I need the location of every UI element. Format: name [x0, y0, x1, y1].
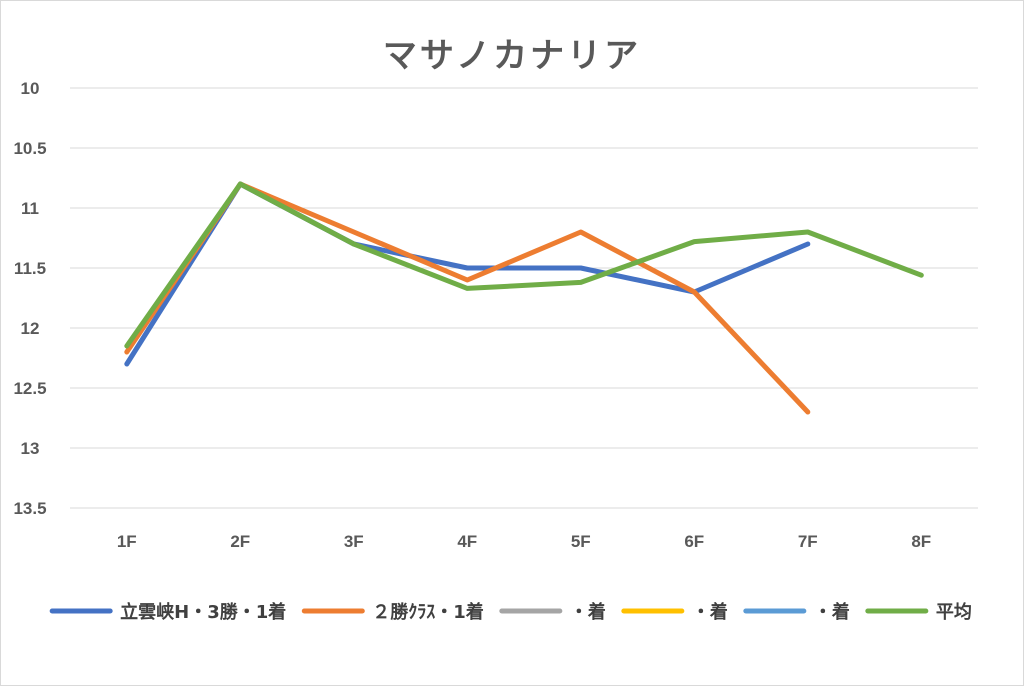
x-tick-label: 3F	[344, 532, 364, 551]
x-tick-label: 4F	[457, 532, 477, 551]
legend-label: ・着	[814, 601, 850, 623]
legend-item: ・着	[499, 601, 606, 623]
legend-item: ・着	[743, 601, 850, 623]
legend-label: ２勝ｸﾗｽ・1着	[372, 601, 484, 623]
series-lines	[124, 181, 924, 415]
y-tick-label: 10.5	[13, 139, 46, 158]
y-tick-label: 12	[21, 319, 40, 338]
x-tick-label: 1F	[117, 532, 137, 551]
y-tick-label: 12.5	[13, 379, 46, 398]
legend-label: 平均	[936, 601, 972, 623]
y-tick-label: 11	[21, 199, 39, 218]
legend-label: ・着	[692, 601, 728, 623]
gridlines	[70, 87, 978, 509]
x-tick-label: 7F	[798, 532, 818, 551]
series-line	[124, 181, 924, 349]
legend-label: ・着	[570, 601, 606, 623]
series-line	[124, 181, 811, 367]
y-axis-ticks: 10 10.5 11 11.5 12 12.5 13 13.5	[13, 79, 46, 518]
legend: 立雲峡H・3勝・1着 ２勝ｸﾗｽ・1着 ・着 ・着 ・着 平均	[49, 601, 972, 623]
legend-item: 立雲峡H・3勝・1着	[49, 601, 286, 623]
x-tick-label: 6F	[684, 532, 704, 551]
y-tick-label: 11.5	[14, 259, 46, 278]
legend-item: ・着	[621, 601, 728, 623]
x-tick-label: 8F	[911, 532, 931, 551]
y-tick-label: 13.5	[13, 499, 46, 518]
legend-item: ２勝ｸﾗｽ・1着	[301, 601, 484, 623]
x-axis-ticks: 1F 2F 3F 4F 5F 6F 7F 8F	[117, 532, 931, 551]
y-tick-label: 10	[21, 79, 40, 98]
legend-item: 平均	[865, 601, 972, 623]
series-line	[124, 181, 811, 415]
chart-title: マサノカナリア	[383, 36, 641, 76]
x-tick-label: 2F	[230, 532, 250, 551]
y-tick-label: 13	[21, 439, 40, 458]
x-tick-label: 5F	[571, 532, 591, 551]
legend-label: 立雲峡H・3勝・1着	[120, 601, 286, 623]
